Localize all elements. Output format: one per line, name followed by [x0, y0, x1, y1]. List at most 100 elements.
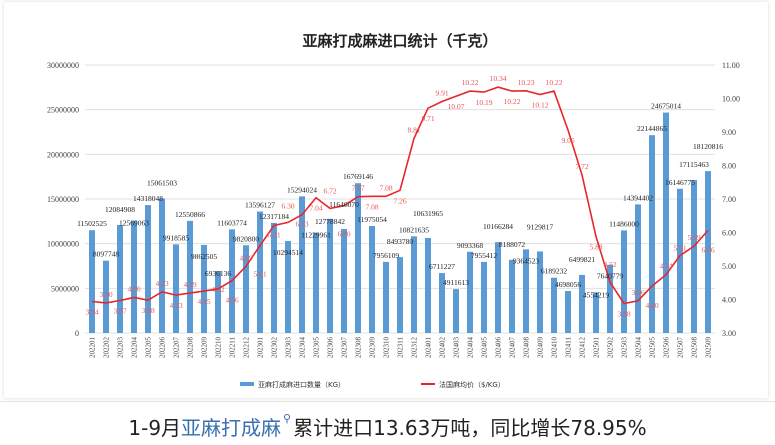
- line-data-label: 4.52: [603, 260, 616, 269]
- line-data-label: 4.25: [197, 297, 210, 306]
- bar-data-label: 8188072: [499, 240, 526, 249]
- bar: [509, 259, 515, 333]
- x-tick-label: 202402: [439, 337, 447, 359]
- bar: [425, 238, 431, 333]
- line-data-label: 8.81: [407, 125, 420, 134]
- x-tick-label: 202304: [299, 337, 307, 359]
- bar: [439, 273, 445, 333]
- x-tick-label: 202204: [131, 337, 139, 359]
- bar-data-label: 8097748: [93, 250, 120, 259]
- x-tick-label: 202202: [103, 337, 111, 359]
- bar-data-label: 15294024: [287, 185, 317, 194]
- flax-link[interactable]: 亚麻打成麻: [181, 416, 282, 440]
- x-tick-label: 202403: [453, 337, 461, 359]
- x-tick-label: 202312: [411, 337, 419, 359]
- bar-data-label: 10821635: [399, 225, 429, 234]
- bar: [397, 257, 403, 333]
- bar-data-label: 11975054: [357, 215, 387, 224]
- x-tick-label: 202309: [369, 337, 377, 359]
- line-data-label: 6.06: [701, 245, 714, 254]
- bar: [285, 241, 291, 333]
- y-left-tick-label: 10000000: [47, 240, 79, 249]
- bar-data-label: 9129817: [527, 222, 554, 231]
- bar-data-label: 11486000: [609, 219, 639, 228]
- line-data-label: 10.22: [546, 78, 563, 87]
- bar-data-label: 11502525: [77, 219, 107, 228]
- line-data-label: 4.23: [155, 279, 168, 288]
- caption-prefix: 1-9月: [128, 416, 182, 440]
- bar-data-label: 9364523: [513, 256, 540, 265]
- line-data-label: 9.91: [435, 89, 448, 98]
- bar: [131, 220, 137, 333]
- line-data-label: 7.04: [309, 204, 322, 213]
- bar-data-label: 16146775: [665, 178, 695, 187]
- line-data-label: 4.13: [169, 301, 182, 310]
- bar: [565, 291, 571, 333]
- bar-data-label: 6711227: [429, 262, 455, 271]
- x-tick-label: 202310: [383, 337, 391, 359]
- bar: [369, 226, 375, 333]
- x-tick-label: 202302: [271, 337, 279, 359]
- bar: [341, 228, 347, 333]
- x-tick-label: 202405: [481, 337, 489, 359]
- search-icon[interactable]: ⚲: [283, 412, 292, 425]
- x-tick-label: 202211: [229, 337, 237, 358]
- line-data-label: 3.97: [113, 307, 126, 316]
- x-tick-label: 202209: [201, 337, 209, 359]
- bar-data-label: 15061503: [147, 178, 177, 187]
- x-tick-label: 202401: [425, 337, 433, 359]
- x-tick-label: 202303: [285, 337, 293, 359]
- bar-data-label: 17115463: [679, 160, 709, 169]
- x-tick-label: 202408: [523, 337, 531, 359]
- y-right-tick-label: 8.00: [722, 162, 736, 171]
- line-data-label: 4.19: [183, 280, 196, 289]
- bar: [607, 264, 613, 333]
- summary-caption: 1-9月亚麻打成麻 ⚲ 累计进口13.63万吨，同比增长78.95%: [0, 412, 775, 441]
- y-right-tick-label: 7.00: [722, 195, 736, 204]
- x-tick-label: 202305: [313, 337, 321, 359]
- bar-data-label: 7956109: [373, 251, 400, 260]
- line-data-label: 5.31: [673, 244, 686, 253]
- bar-data-label: 11229961: [301, 231, 331, 240]
- bar: [593, 292, 599, 333]
- y-right-tick-label: 10.00: [722, 95, 740, 104]
- bar: [243, 245, 249, 333]
- x-tick-label: 202411: [565, 337, 573, 358]
- x-tick-label: 202301: [257, 337, 265, 359]
- y-left-tick-label: 25000000: [47, 106, 79, 115]
- x-tick-label: 202505: [649, 337, 657, 359]
- bar: [383, 261, 389, 333]
- line-data-label: 6.30: [281, 201, 294, 210]
- bar: [173, 244, 179, 333]
- line-data-label: 6.80: [337, 230, 350, 239]
- bar-data-label: 12550866: [175, 210, 205, 219]
- x-tick-label: 202201: [89, 337, 97, 359]
- bar-data-label: 4554219: [583, 290, 610, 299]
- y-right-tick-label: 4.00: [722, 296, 736, 305]
- bar: [257, 211, 263, 333]
- chart-title: 亚麻打成麻进口统计（千克）: [302, 32, 497, 50]
- bar: [313, 232, 319, 333]
- bar: [327, 218, 333, 333]
- x-tick-label: 202306: [327, 337, 335, 359]
- bar-data-label: 9862505: [191, 252, 218, 261]
- x-tick-label: 202509: [705, 337, 713, 359]
- bar: [117, 225, 123, 333]
- bar: [355, 183, 361, 333]
- line-data-label: 10.07: [448, 102, 465, 111]
- x-tick-label: 202210: [215, 337, 223, 359]
- price-line: [91, 86, 709, 305]
- x-tick-label: 202412: [579, 337, 587, 359]
- x-tick-label: 202501: [593, 337, 601, 359]
- x-tick-label: 202404: [467, 337, 475, 359]
- y-left-tick-label: 20000000: [47, 150, 79, 159]
- bar: [145, 205, 151, 333]
- x-tick-label: 202407: [509, 337, 517, 359]
- x-tick-label: 202308: [355, 337, 363, 359]
- line-data-label: 7.72: [575, 162, 588, 171]
- line-data-label: 6.53: [295, 220, 308, 229]
- x-tick-label: 202307: [341, 337, 349, 359]
- line-data-label: 4.40: [645, 301, 658, 310]
- bar-data-label: 22144865: [637, 124, 667, 133]
- legend-bar-label: 亚麻打成麻进口数量（KG）: [258, 380, 345, 389]
